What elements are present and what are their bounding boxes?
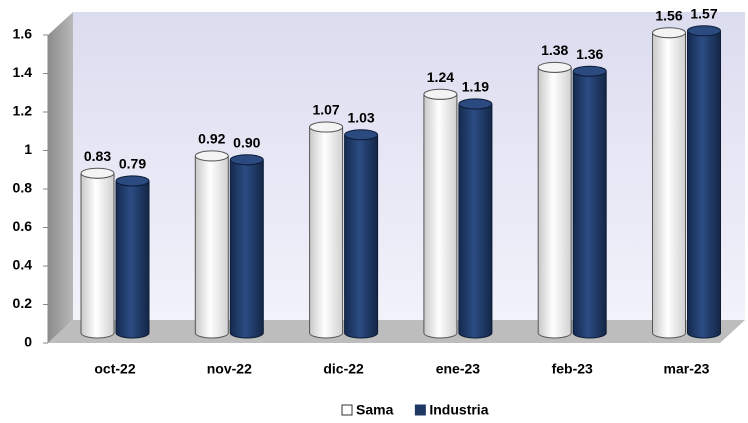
cylinder-top — [115, 175, 150, 187]
value-label: 1.57 — [690, 5, 717, 21]
cylinder — [423, 94, 458, 339]
y-tick-label: 1.6 — [13, 26, 33, 42]
x-tick-label: feb-23 — [552, 361, 593, 377]
cylinder — [458, 103, 493, 339]
y-tick-label: 1.2 — [13, 103, 33, 119]
value-label: 1.07 — [312, 102, 339, 118]
cylinder — [687, 30, 721, 339]
cylinder-top — [229, 154, 264, 166]
value-label: 1.38 — [541, 42, 568, 58]
value-label: 1.19 — [462, 79, 489, 95]
cylinder — [229, 159, 264, 339]
back-wall — [73, 12, 745, 320]
cylinder — [652, 32, 686, 339]
cylinder-top — [309, 121, 344, 133]
cylinder — [572, 71, 607, 339]
y-tick-label: 1 — [24, 141, 32, 157]
value-label: 0.90 — [233, 134, 260, 150]
cylinder-top — [194, 150, 229, 162]
plot: 0 0.2 0.4 0.6 0.8 1 1.2 1.4 1.6 oct-22 0.83 0.79 nov… — [13, 5, 721, 418]
y-tick-label: 0.8 — [13, 180, 33, 196]
x-tick-label: mar-23 — [664, 361, 710, 377]
cylinder — [309, 126, 344, 339]
value-label: 0.83 — [84, 148, 111, 164]
cylinder — [115, 180, 150, 339]
cylinder-top — [537, 61, 572, 73]
cylinder — [194, 155, 229, 339]
cylinder — [344, 134, 379, 339]
value-label: 1.24 — [427, 69, 454, 85]
y-tick-label: 1.4 — [13, 64, 33, 80]
legend-label: Sama — [356, 402, 394, 418]
value-label: 0.92 — [198, 131, 225, 147]
cylinder-top — [458, 98, 493, 110]
cylinder-top — [652, 27, 686, 39]
x-tick-label: dic-22 — [323, 361, 364, 377]
x-tick-label: ene-23 — [436, 361, 481, 377]
cylinder — [80, 173, 115, 339]
side-wall — [48, 12, 73, 343]
value-label: 1.03 — [347, 109, 374, 125]
y-tick-label: 0.4 — [13, 257, 33, 273]
cylinder-top — [572, 65, 607, 77]
legend-swatch — [414, 404, 426, 416]
cylinder-top — [344, 129, 379, 141]
x-tick-label: oct-22 — [94, 361, 135, 377]
y-tick-label: 0.6 — [13, 218, 33, 234]
cylinder-top — [687, 25, 721, 37]
legend-swatch — [341, 404, 353, 416]
value-label: 0.79 — [119, 156, 146, 172]
value-label: 1.56 — [655, 7, 682, 23]
cylinder-top — [80, 167, 115, 179]
cylinder — [537, 67, 572, 339]
legend-label: Industria — [429, 402, 488, 418]
cylinder-top — [423, 88, 458, 100]
x-tick-label: nov-22 — [207, 361, 252, 377]
floor — [48, 320, 745, 343]
y-tick-label: 0 — [24, 334, 32, 350]
value-label: 1.36 — [576, 46, 603, 62]
y-tick-label: 0.2 — [13, 295, 33, 311]
